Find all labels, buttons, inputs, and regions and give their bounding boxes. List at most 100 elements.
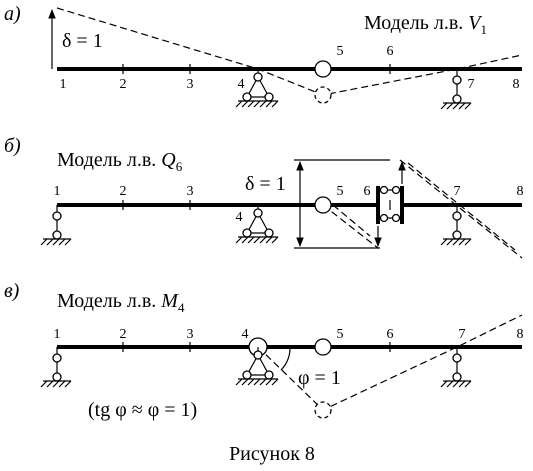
hatch	[265, 378, 273, 386]
pin	[452, 372, 462, 382]
panel-title: Модель л.в. M4	[57, 290, 185, 315]
hatch	[271, 100, 279, 108]
title-subscript: 1	[481, 22, 488, 37]
hatch	[265, 100, 273, 108]
node-label: 2	[120, 327, 127, 342]
caption: Рисунок 8	[229, 443, 315, 465]
title-subscript: 6	[176, 159, 183, 174]
hinge-moved	[314, 401, 332, 419]
hatch	[64, 238, 72, 246]
hatch	[446, 102, 454, 110]
node-label: 7	[459, 327, 466, 342]
delta-label: δ = 1	[62, 30, 103, 52]
title-subscript: 4	[178, 300, 185, 315]
hatch	[458, 380, 466, 388]
node-label: 8	[513, 77, 520, 92]
pin	[379, 185, 389, 195]
node-label: 5	[337, 327, 344, 342]
hatch	[440, 238, 448, 246]
hatch	[446, 380, 454, 388]
hatch	[52, 380, 60, 388]
angle-label: φ = 1	[298, 367, 341, 389]
hatch	[40, 238, 48, 246]
hatch	[241, 236, 249, 244]
hatch	[458, 238, 466, 246]
title-text: Модель л.в.	[57, 149, 161, 171]
pin	[52, 372, 62, 382]
panel-letter: а)	[4, 3, 21, 25]
node-label: 8	[517, 184, 524, 199]
hinge	[314, 60, 332, 78]
angle-arc	[280, 346, 291, 371]
title-symbol: V	[468, 12, 483, 34]
panel-title: Модель л.в. V1	[364, 12, 487, 37]
node-label: 4	[238, 77, 245, 92]
hatch	[458, 102, 466, 110]
hatch	[253, 100, 261, 108]
node-label: 8	[517, 327, 524, 342]
hatch	[271, 378, 279, 386]
pin	[264, 370, 274, 380]
pin	[379, 213, 389, 223]
pin	[242, 92, 252, 102]
pin	[242, 228, 252, 238]
pin	[52, 211, 62, 221]
node-label: 6	[387, 327, 394, 342]
node-label: 5	[337, 184, 344, 199]
hatch	[247, 100, 255, 108]
title-text: Модель л.в.	[364, 12, 468, 34]
pin	[452, 94, 462, 104]
hatch	[440, 102, 448, 110]
hatch	[464, 380, 472, 388]
hinge	[314, 338, 332, 356]
hatch	[253, 236, 261, 244]
node-label: 1	[54, 327, 61, 342]
pin	[452, 75, 462, 85]
pin	[52, 353, 62, 363]
support-bars	[246, 211, 271, 234]
hatch	[440, 380, 448, 388]
hatch	[46, 380, 54, 388]
drawing	[40, 7, 523, 419]
title-text: Модель л.в.	[57, 290, 161, 312]
pin	[452, 230, 462, 240]
pin	[452, 353, 462, 363]
panel-title: Модель л.в. Q6	[57, 149, 183, 174]
node-label: 1	[54, 184, 61, 199]
node-label: 3	[187, 327, 194, 342]
hatch	[58, 238, 66, 246]
deflection	[332, 204, 371, 237]
deflection	[399, 159, 523, 259]
hatch	[247, 378, 255, 386]
node-label: 2	[120, 184, 127, 199]
support-bars	[246, 353, 271, 376]
hatch	[253, 378, 261, 386]
hatch	[241, 100, 249, 108]
hatch	[46, 238, 54, 246]
panel-letter: б)	[4, 135, 21, 157]
hatch	[452, 238, 460, 246]
hatch	[235, 100, 243, 108]
hatch	[259, 236, 267, 244]
hatch	[259, 100, 267, 108]
hatch	[452, 380, 460, 388]
panel-letter: в)	[4, 280, 20, 302]
node-label: 2	[120, 77, 127, 92]
node-label: 1	[60, 77, 67, 92]
hatch	[464, 238, 472, 246]
title-symbol: Q	[161, 149, 176, 171]
deflection	[407, 162, 516, 251]
pin	[253, 350, 263, 360]
node-label: 7	[454, 184, 461, 199]
pin	[391, 213, 401, 223]
pin	[253, 72, 263, 82]
hatch	[235, 378, 243, 386]
deflection	[322, 204, 379, 249]
deflection	[257, 314, 523, 411]
node-label: 4	[242, 327, 249, 342]
node-label: 7	[468, 77, 475, 92]
node-label: 4	[236, 210, 243, 225]
hatch	[464, 102, 472, 110]
pin	[242, 370, 252, 380]
